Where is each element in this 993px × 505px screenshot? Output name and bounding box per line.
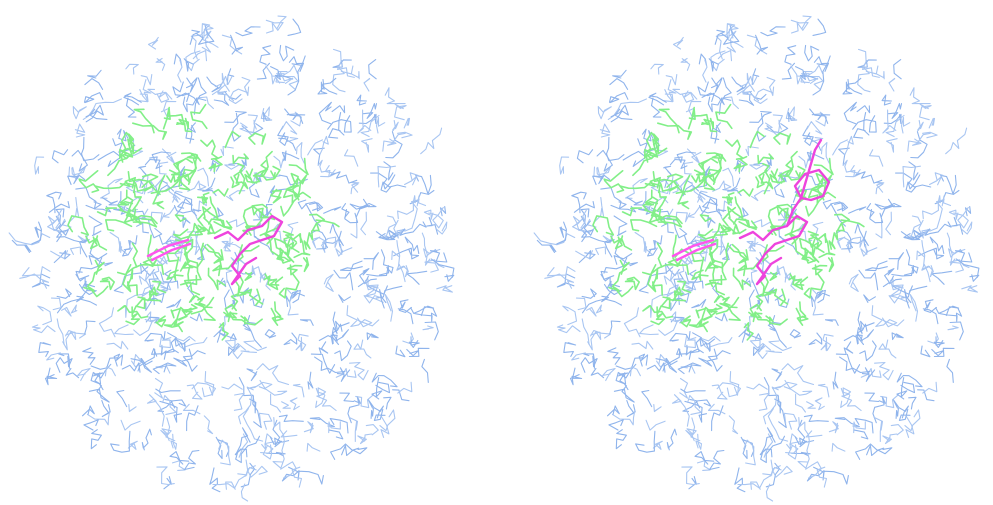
stereo-molecule-view [0, 0, 993, 505]
page: (() => { const data = JSON.parse(documen… [0, 0, 993, 505]
